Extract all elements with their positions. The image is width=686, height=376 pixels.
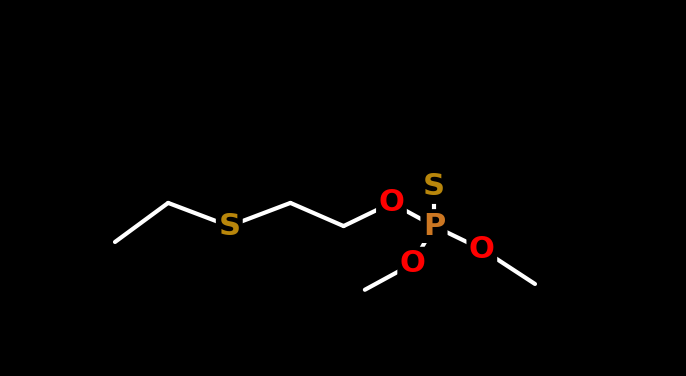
Text: O: O <box>469 235 495 264</box>
Text: P: P <box>423 212 445 241</box>
Text: S: S <box>218 212 240 241</box>
Text: O: O <box>379 188 404 217</box>
Text: S: S <box>423 173 445 202</box>
Text: O: O <box>400 249 425 278</box>
